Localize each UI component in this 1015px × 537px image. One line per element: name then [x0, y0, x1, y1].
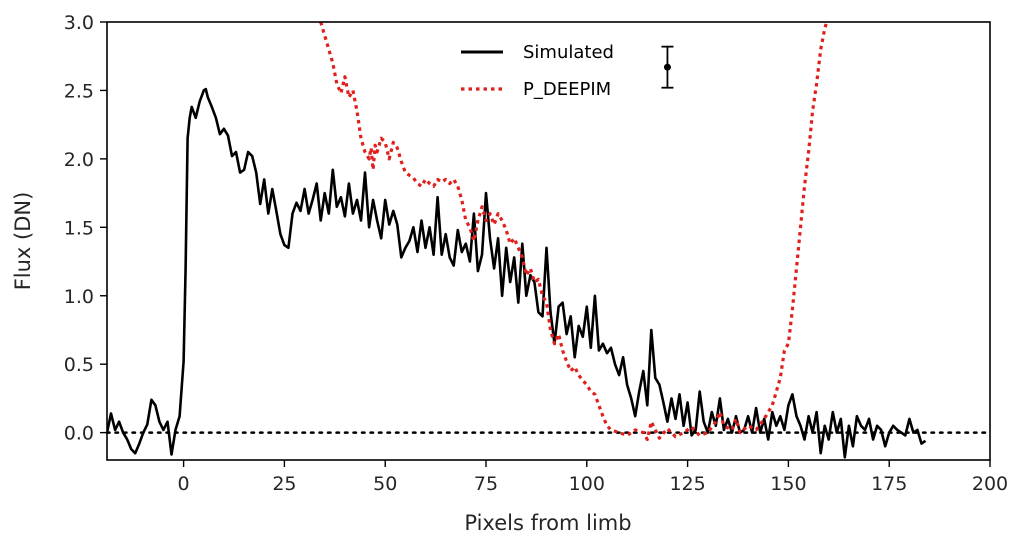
x-tick-label: 0 — [178, 473, 190, 495]
x-tick-label: 25 — [272, 473, 296, 495]
y-tick-label: 1.0 — [64, 286, 94, 308]
legend-label-p-deepim: P_DEEPIM — [523, 79, 611, 100]
x-tick-label: 125 — [669, 473, 705, 495]
y-tick-label: 2.0 — [64, 149, 94, 171]
y-axis-label: Flux (DN) — [11, 192, 35, 291]
y-tick-label: 0.0 — [64, 423, 94, 445]
y-tick-label: 3.0 — [64, 12, 94, 34]
series-line-simulated — [107, 87, 927, 459]
x-axis-label: Pixels from limb — [464, 511, 631, 535]
x-tick-label: 150 — [770, 473, 806, 495]
legend-label-simulated: Simulated — [523, 42, 614, 63]
x-axis: 0 25 50 75 100 125 150 175 200 — [178, 460, 1008, 495]
y-tick-label: 1.5 — [64, 217, 94, 239]
x-tick-label: 50 — [373, 473, 397, 495]
plot-frame — [106, 21, 991, 461]
x-tick-label: 175 — [871, 473, 907, 495]
series-line-p-deepim — [319, 22, 829, 442]
x-tick-label: 75 — [474, 473, 498, 495]
error-bar-point — [663, 63, 671, 71]
x-tick-label: 200 — [972, 473, 1008, 495]
error-bar — [661, 45, 674, 89]
x-tick-label: 100 — [569, 473, 605, 495]
legend: Simulated P_DEEPIM — [461, 42, 614, 100]
y-axis: 0.0 0.5 1.0 1.5 2.0 2.5 3.0 — [64, 12, 107, 445]
y-tick-label: 0.5 — [64, 354, 94, 376]
y-tick-label: 2.5 — [64, 80, 94, 102]
